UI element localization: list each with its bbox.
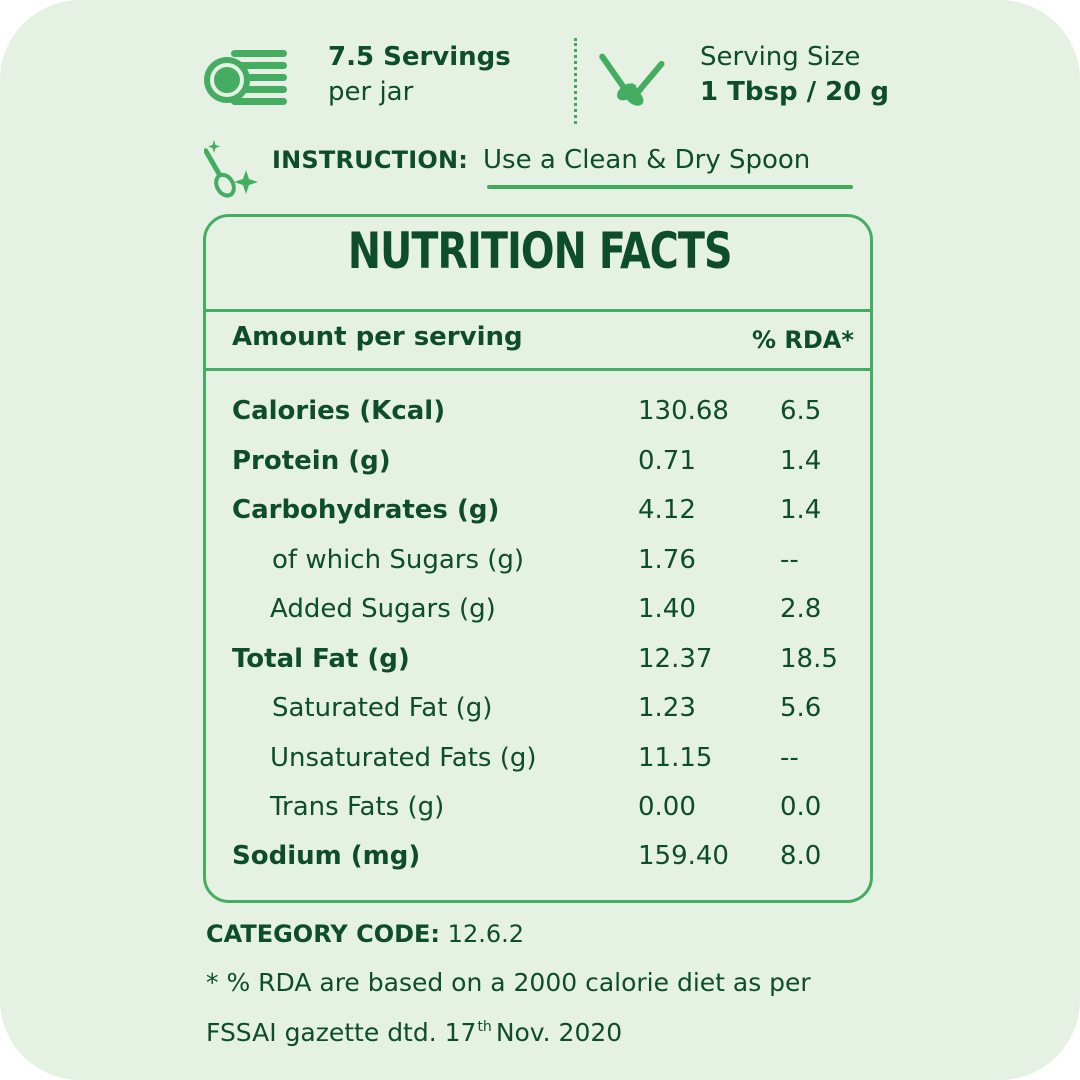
nutrition-row-calories: Calories (Kcal) 130.68 6.5 bbox=[0, 396, 1080, 436]
servings-count: 7.5 Servings bbox=[328, 42, 511, 72]
nutrition-title: NUTRITION FACTS bbox=[347, 222, 733, 280]
nutrient-rda: 18.5 bbox=[780, 644, 838, 674]
nutrient-label: Carbohydrates (g) bbox=[232, 495, 500, 525]
serving-size-info: Serving Size 1 Tbsp / 20 g bbox=[700, 40, 889, 110]
category-code-label: CATEGORY CODE: bbox=[206, 920, 441, 948]
rda-header: % RDA* bbox=[752, 326, 854, 354]
nutrient-rda: 2.8 bbox=[780, 594, 822, 624]
nutrition-row-total-fat: Total Fat (g) 12.37 18.5 bbox=[0, 644, 1080, 684]
nutrient-value: 1.40 bbox=[638, 594, 696, 624]
category-code: CATEGORY CODE: 12.6.2 bbox=[206, 920, 524, 948]
nutrient-value: 0.71 bbox=[638, 446, 696, 476]
instruction-label: INSTRUCTION: bbox=[272, 146, 469, 174]
instruction-value: Use a Clean & Dry Spoon bbox=[483, 145, 811, 175]
nutrient-label: Added Sugars (g) bbox=[270, 594, 496, 624]
nutrition-row-protein: Protein (g) 0.71 1.4 bbox=[0, 446, 1080, 486]
nutrient-rda: 1.4 bbox=[780, 495, 822, 525]
nutrient-value: 159.40 bbox=[638, 841, 729, 871]
nutrient-label: Saturated Fat (g) bbox=[272, 693, 493, 723]
footnote-gazette-text: FSSAI gazette dtd. 17 bbox=[206, 1018, 477, 1047]
nutrient-rda: -- bbox=[780, 743, 799, 773]
title-divider bbox=[206, 309, 870, 312]
nutrition-row-sodium: Sodium (mg) 159.40 8.0 bbox=[0, 841, 1080, 881]
nutrition-row-trans-fats: Trans Fats (g) 0.00 0.0 bbox=[0, 792, 1080, 832]
servings-info: 7.5 Servings per jar bbox=[328, 40, 511, 110]
amount-per-serving-header: Amount per serving bbox=[232, 322, 523, 352]
serving-size-value: 1 Tbsp / 20 g bbox=[700, 77, 890, 107]
nutrition-row-saturated-fat: Saturated Fat (g) 1.23 5.6 bbox=[0, 693, 1080, 733]
plate-stack-icon bbox=[204, 50, 287, 105]
nutrient-value: 130.68 bbox=[638, 396, 729, 426]
nutrition-row-carbohydrates: Carbohydrates (g) 4.12 1.4 bbox=[0, 495, 1080, 535]
nutrient-label: Sodium (mg) bbox=[232, 841, 421, 871]
nutrient-rda: 6.5 bbox=[780, 396, 822, 426]
serving-size-label: Serving Size bbox=[700, 42, 861, 72]
dotted-divider bbox=[574, 38, 577, 124]
spoons-icon bbox=[599, 53, 665, 106]
nutrient-label: Total Fat (g) bbox=[232, 644, 410, 674]
nutrient-value: 1.23 bbox=[638, 693, 696, 723]
nutrient-label: Calories (Kcal) bbox=[232, 396, 446, 426]
servings-unit: per jar bbox=[328, 77, 414, 107]
nutrient-rda: 5.6 bbox=[780, 693, 822, 723]
nutrient-value: 0.00 bbox=[638, 792, 696, 822]
nutrient-label: Trans Fats (g) bbox=[270, 792, 445, 822]
nutrient-value: 1.76 bbox=[638, 545, 696, 575]
footnote-line-2: FSSAI gazette dtd. 17th Nov. 2020 bbox=[206, 1005, 926, 1055]
nutrient-rda: 0.0 bbox=[780, 792, 822, 822]
nutrient-value: 12.37 bbox=[638, 644, 713, 674]
rda-footnote: * % RDA are based on a 2000 calorie diet… bbox=[206, 961, 926, 1055]
sparkle-spoon-icon bbox=[204, 140, 258, 198]
nutrient-value: 4.12 bbox=[638, 495, 696, 525]
nutrition-facts-box bbox=[203, 214, 873, 903]
nutrition-row-unsaturated-fats: Unsaturated Fats (g) 11.15 -- bbox=[0, 743, 1080, 783]
nutrition-row-sugars: of which Sugars (g) 1.76 -- bbox=[0, 545, 1080, 585]
footnote-date-suffix: th bbox=[477, 1019, 492, 1035]
footnote-date-text: Nov. 2020 bbox=[495, 1018, 623, 1047]
nutrient-rda: 8.0 bbox=[780, 841, 822, 871]
nutrient-value: 11.15 bbox=[638, 743, 713, 773]
nutrient-label: Unsaturated Fats (g) bbox=[270, 743, 537, 773]
nutrient-label: Protein (g) bbox=[232, 446, 391, 476]
nutrient-rda: -- bbox=[780, 545, 799, 575]
nutrient-label: of which Sugars (g) bbox=[272, 545, 525, 575]
header-divider bbox=[206, 368, 870, 371]
category-code-value: 12.6.2 bbox=[447, 920, 525, 948]
nutrition-row-added-sugars: Added Sugars (g) 1.40 2.8 bbox=[0, 594, 1080, 634]
instruction-underline bbox=[487, 185, 853, 189]
footnote-line-1: * % RDA are based on a 2000 calorie diet… bbox=[206, 968, 811, 997]
nutrient-rda: 1.4 bbox=[780, 446, 822, 476]
